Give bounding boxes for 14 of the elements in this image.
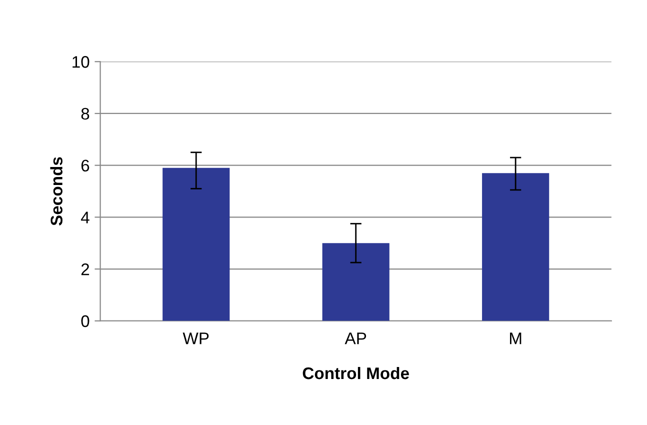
y-tick-label: 0 xyxy=(81,315,90,328)
x-tick-label: AP xyxy=(344,332,366,344)
bar xyxy=(482,173,550,321)
y-tick-label: 2 xyxy=(81,263,90,276)
y-tick-label: 8 xyxy=(81,108,90,120)
x-tick-label: M xyxy=(510,332,522,344)
bar xyxy=(162,168,230,321)
y-tick-label: 4 xyxy=(80,212,90,224)
bar xyxy=(322,243,390,321)
x-axis-title: Control Mode xyxy=(302,366,409,380)
y-tick-label: 10 xyxy=(72,56,90,68)
x-tick-label: WP xyxy=(182,332,209,344)
y-tick-label: 6 xyxy=(81,160,90,172)
y-axis-title: Seconds xyxy=(50,157,62,226)
